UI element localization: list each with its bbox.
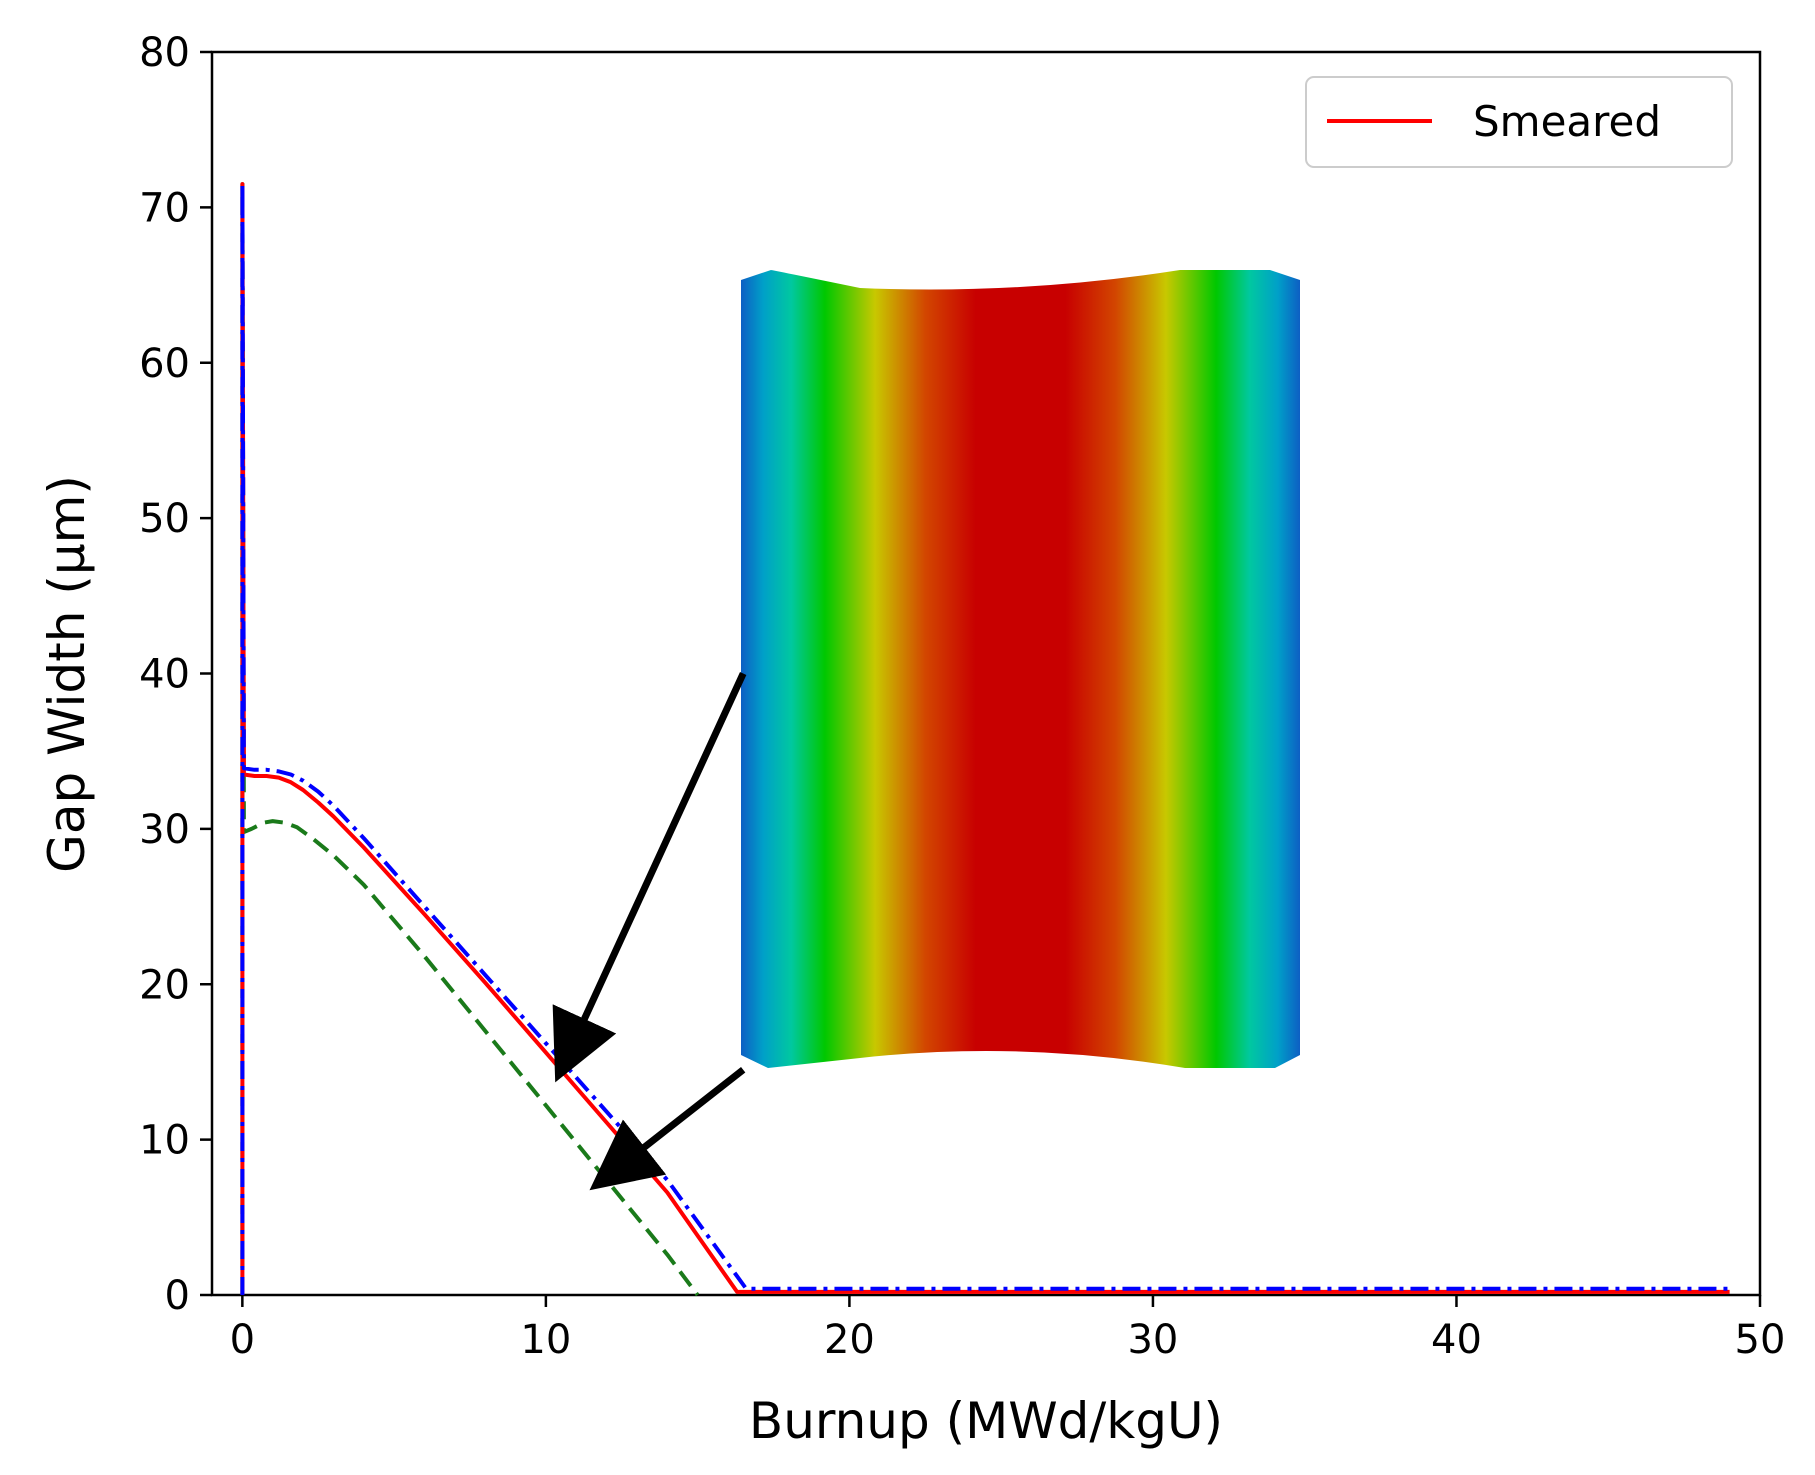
x-axis-title: Burnup (MWd/kgU) — [749, 1392, 1223, 1450]
x-tick-label: 20 — [824, 1317, 875, 1363]
x-axis-ticks: 0 10 20 30 40 50 — [230, 1295, 1786, 1363]
series-line-dashed — [240, 182, 700, 1297]
annotation-layer — [552, 672, 747, 1191]
y-tick-label: 50 — [139, 496, 190, 542]
y-tick-label: 0 — [165, 1273, 190, 1319]
y-tick-label: 70 — [139, 185, 190, 231]
y-tick-label: 30 — [139, 807, 190, 853]
y-tick-label: 10 — [139, 1118, 190, 1164]
annotation-arrow — [552, 672, 747, 1083]
x-tick-label: 0 — [230, 1317, 255, 1363]
series-layer — [240, 182, 1730, 1297]
y-axis-ticks: 0 10 20 30 40 50 60 70 80 — [139, 30, 212, 1319]
annotation-arrow — [589, 1066, 746, 1191]
series-line-smeared — [240, 182, 1730, 1295]
y-axis-title: Gap Width (μm) — [38, 475, 96, 873]
x-tick-label: 30 — [1127, 1317, 1178, 1363]
legend-box — [1305, 76, 1733, 168]
y-tick-label: 40 — [139, 652, 190, 698]
legend: Smeared — [1305, 76, 1733, 168]
legend-label-smeared: Smeared — [1473, 97, 1661, 146]
x-tick-label: 10 — [520, 1317, 571, 1363]
x-tick-label: 40 — [1431, 1317, 1482, 1363]
y-tick-label: 20 — [139, 962, 190, 1008]
series-line-dashdot — [240, 182, 1730, 1295]
pellet-inset-image — [741, 270, 1300, 1068]
y-tick-label: 60 — [139, 341, 190, 387]
y-tick-label: 80 — [139, 30, 190, 76]
x-tick-label: 50 — [1735, 1317, 1786, 1363]
